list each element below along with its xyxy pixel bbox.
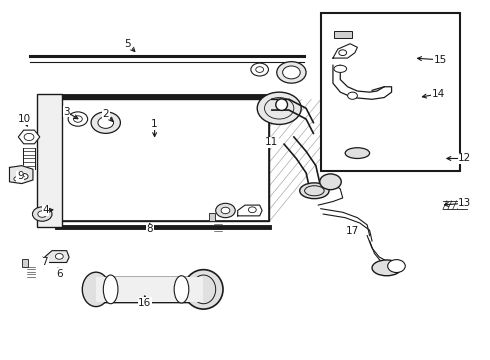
Circle shape	[251, 63, 269, 76]
Circle shape	[347, 92, 357, 99]
Circle shape	[20, 174, 28, 179]
Text: 15: 15	[434, 55, 447, 65]
Ellipse shape	[276, 99, 288, 111]
Circle shape	[38, 211, 47, 217]
Circle shape	[221, 207, 230, 214]
Ellipse shape	[345, 148, 369, 158]
Text: 11: 11	[265, 138, 278, 147]
Bar	[209, 213, 215, 221]
Bar	[96, 277, 203, 302]
Circle shape	[283, 66, 300, 79]
Circle shape	[24, 134, 34, 140]
Circle shape	[256, 67, 264, 72]
Text: 14: 14	[431, 89, 444, 99]
Circle shape	[98, 117, 114, 129]
Text: 2: 2	[102, 109, 109, 119]
Ellipse shape	[174, 276, 189, 303]
Text: 13: 13	[458, 198, 471, 208]
Circle shape	[32, 207, 52, 221]
Text: 12: 12	[458, 153, 471, 163]
Polygon shape	[45, 251, 69, 262]
Ellipse shape	[103, 275, 118, 304]
Text: 4: 4	[42, 206, 49, 216]
Ellipse shape	[184, 270, 223, 309]
Bar	[321, 13, 460, 171]
Bar	[37, 94, 62, 226]
Bar	[334, 31, 351, 39]
Circle shape	[91, 112, 121, 134]
Ellipse shape	[334, 65, 346, 72]
Text: 9: 9	[17, 171, 24, 181]
Text: 6: 6	[56, 269, 63, 279]
Text: 3: 3	[63, 107, 70, 117]
Circle shape	[14, 177, 20, 181]
Bar	[22, 259, 28, 267]
Circle shape	[248, 207, 256, 213]
Bar	[57, 99, 270, 221]
Circle shape	[74, 116, 82, 122]
Text: 5: 5	[124, 39, 131, 49]
Ellipse shape	[82, 272, 110, 307]
Polygon shape	[238, 205, 262, 216]
Circle shape	[68, 112, 88, 126]
Circle shape	[339, 50, 346, 55]
Polygon shape	[9, 166, 33, 184]
Ellipse shape	[300, 183, 329, 199]
Text: 8: 8	[147, 225, 153, 234]
Text: 17: 17	[346, 226, 359, 236]
Circle shape	[55, 253, 63, 259]
Ellipse shape	[388, 260, 405, 273]
Text: 10: 10	[18, 114, 31, 124]
Circle shape	[277, 62, 306, 83]
Ellipse shape	[320, 174, 341, 190]
Text: 16: 16	[138, 298, 151, 308]
Bar	[57, 99, 270, 221]
Text: 1: 1	[151, 120, 158, 129]
Ellipse shape	[257, 92, 301, 125]
Ellipse shape	[372, 260, 401, 276]
Text: 7: 7	[41, 257, 48, 267]
Circle shape	[216, 203, 235, 218]
Polygon shape	[333, 44, 357, 58]
